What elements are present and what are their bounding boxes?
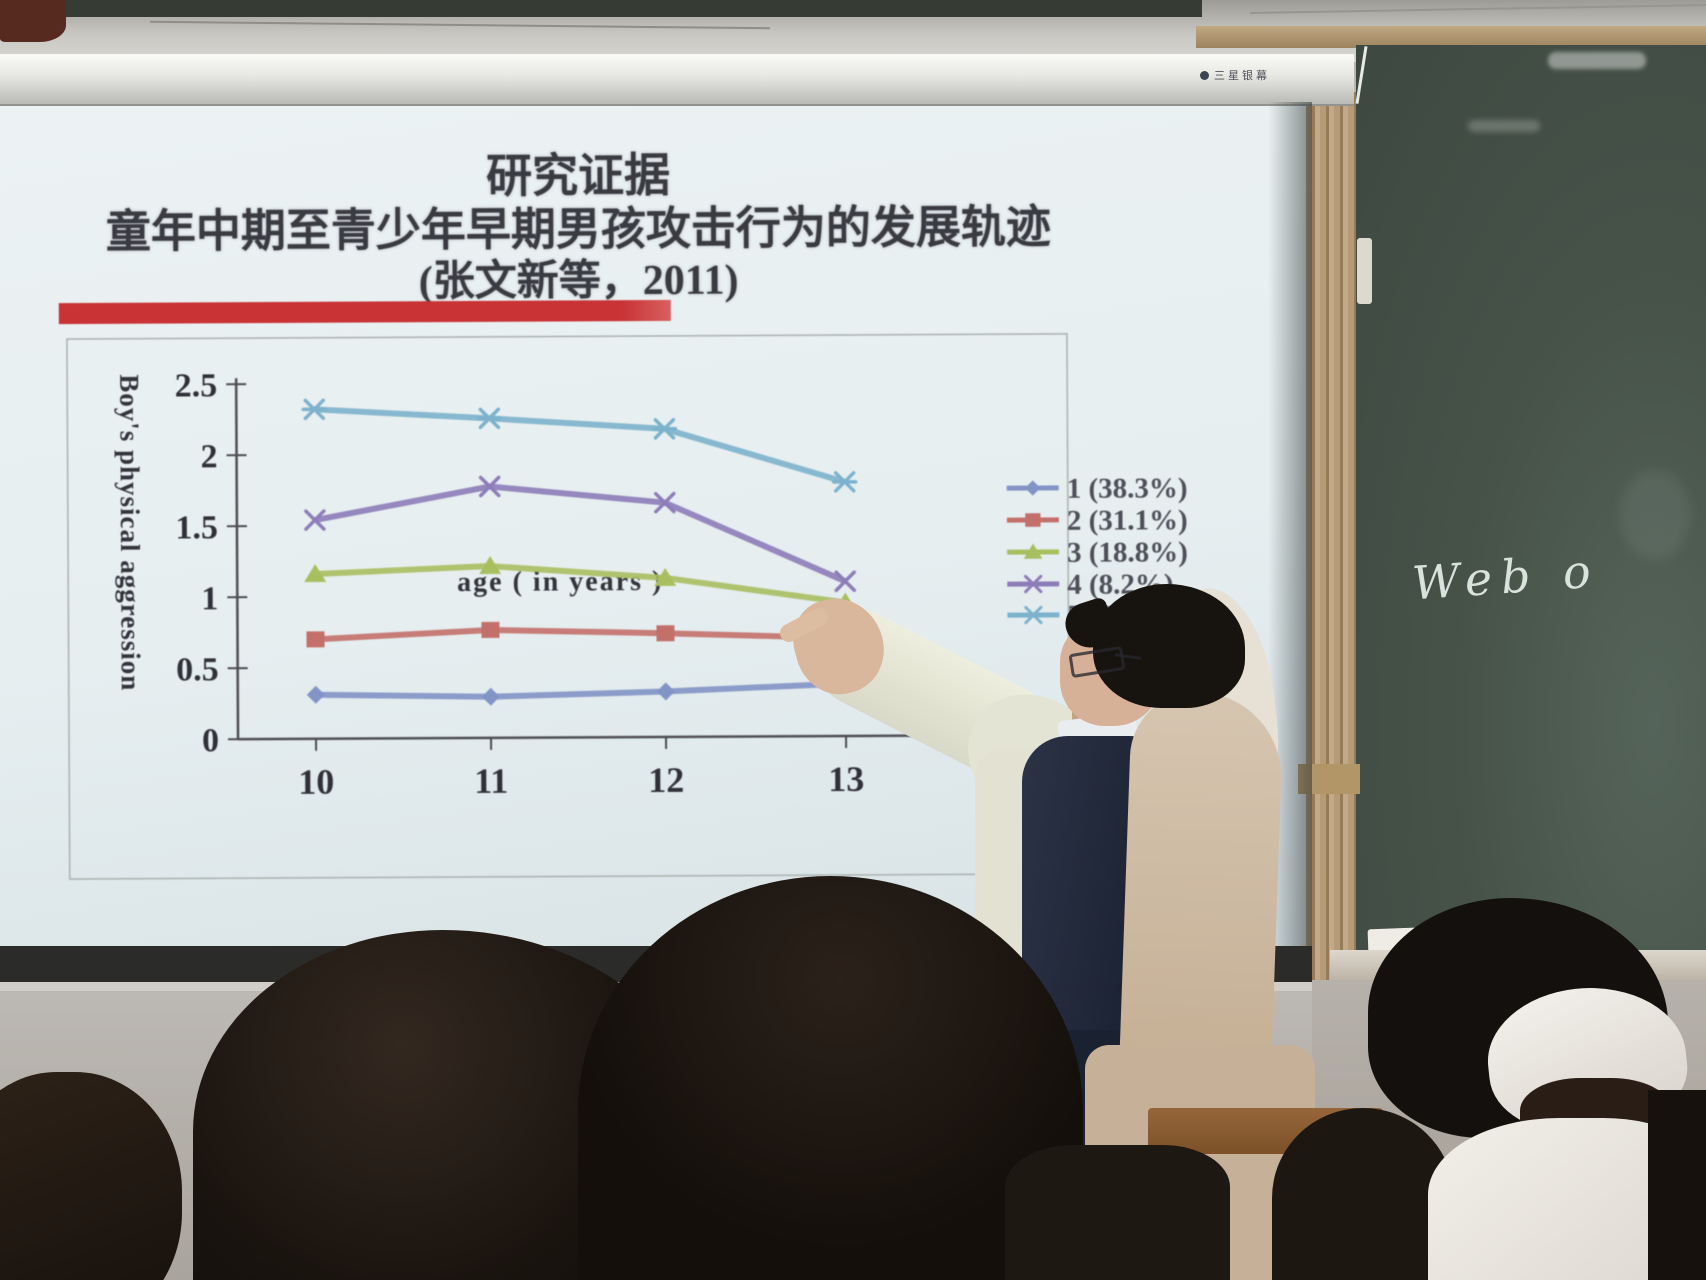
series-5 [301, 398, 858, 493]
student-shoulder [1005, 1145, 1230, 1280]
screen-brand-logo: 三星银幕 [1200, 66, 1340, 84]
diamond-marker-icon [1025, 480, 1041, 496]
chalkboard [1356, 45, 1706, 950]
x-tick-label: 10 [298, 762, 334, 802]
y-tick-label: 2 [200, 438, 217, 475]
chalk-smudge [1620, 470, 1690, 560]
series-line [315, 563, 846, 606]
x-marker-icon [304, 509, 326, 531]
student-head [1272, 1108, 1454, 1280]
diamond-marker-icon [306, 685, 325, 704]
tape-scrap [1357, 238, 1372, 304]
slide-title-line2: 童年中期至青少年早期男孩攻击行为的发展轨迹 [105, 202, 1051, 258]
x-tick-label: 11 [474, 761, 508, 801]
series-4 [304, 475, 857, 593]
x-tick-label: 12 [648, 760, 684, 800]
brand-text: 三星银幕 [1214, 70, 1270, 82]
y-tick-label: 0 [202, 722, 219, 759]
y-tick-label: 0.5 [176, 651, 219, 688]
slide-title: 研究证据 童年中期至青少年早期男孩攻击行为的发展轨迹 (张文新等，2011) [18, 145, 1139, 310]
y-tick-label: 2.5 [175, 367, 218, 404]
x-marker-icon [834, 570, 856, 593]
series-line [314, 483, 847, 584]
y-tick-label: 1 [201, 580, 218, 617]
lecturer-hair [1093, 584, 1245, 708]
legend-entry-1: 1 (38.3%) [1006, 472, 1188, 505]
x-tick-label: 13 [828, 759, 864, 799]
diamond-marker-icon [656, 682, 675, 701]
legend-label: 2 (31.1%) [1067, 504, 1188, 537]
series-line [315, 626, 846, 643]
chalkboard-top-rail [1196, 26, 1706, 48]
square-marker-icon [1025, 513, 1041, 527]
chalk-smudge [1468, 120, 1540, 132]
diamond-marker-icon [481, 687, 500, 706]
wood-frame [1306, 92, 1358, 985]
slide-title-line1: 研究证据 [485, 149, 671, 202]
triangle-marker-icon [1023, 543, 1043, 559]
ceiling-corner-beam [0, 0, 66, 42]
student-head [578, 876, 1083, 1280]
chart-border [66, 333, 1071, 880]
slide-accent-bar [58, 299, 671, 325]
legend-entry-3: 3 (18.8%) [1007, 536, 1188, 569]
series-2 [306, 621, 855, 648]
x-marker-icon [1024, 574, 1043, 594]
x-axis [238, 734, 914, 741]
y-axis [234, 378, 240, 740]
legend-label: 3 (18.8%) [1067, 536, 1188, 569]
x-marker-icon [479, 475, 501, 498]
y-tick-label: 1.5 [175, 509, 218, 546]
triangle-marker-icon [479, 556, 502, 575]
legend-entry-2: 2 (31.1%) [1006, 504, 1188, 537]
series-3 [304, 556, 857, 611]
triangle-marker-icon [654, 567, 677, 586]
square-marker-icon [481, 621, 500, 638]
triangle-marker-icon [304, 564, 327, 583]
legend-label: 1 (38.3%) [1067, 472, 1188, 505]
x-marker-icon [654, 491, 676, 514]
ceiling-beam [42, 0, 1202, 17]
square-marker-icon [306, 631, 325, 648]
series-line [314, 406, 846, 485]
series-1 [306, 674, 855, 706]
square-marker-icon [656, 625, 675, 642]
student-head [1648, 1090, 1706, 1280]
brand-dot-icon [1200, 70, 1209, 80]
screen-casing [0, 54, 1354, 106]
series-line [315, 680, 846, 700]
chalk-smudge [1548, 52, 1646, 69]
